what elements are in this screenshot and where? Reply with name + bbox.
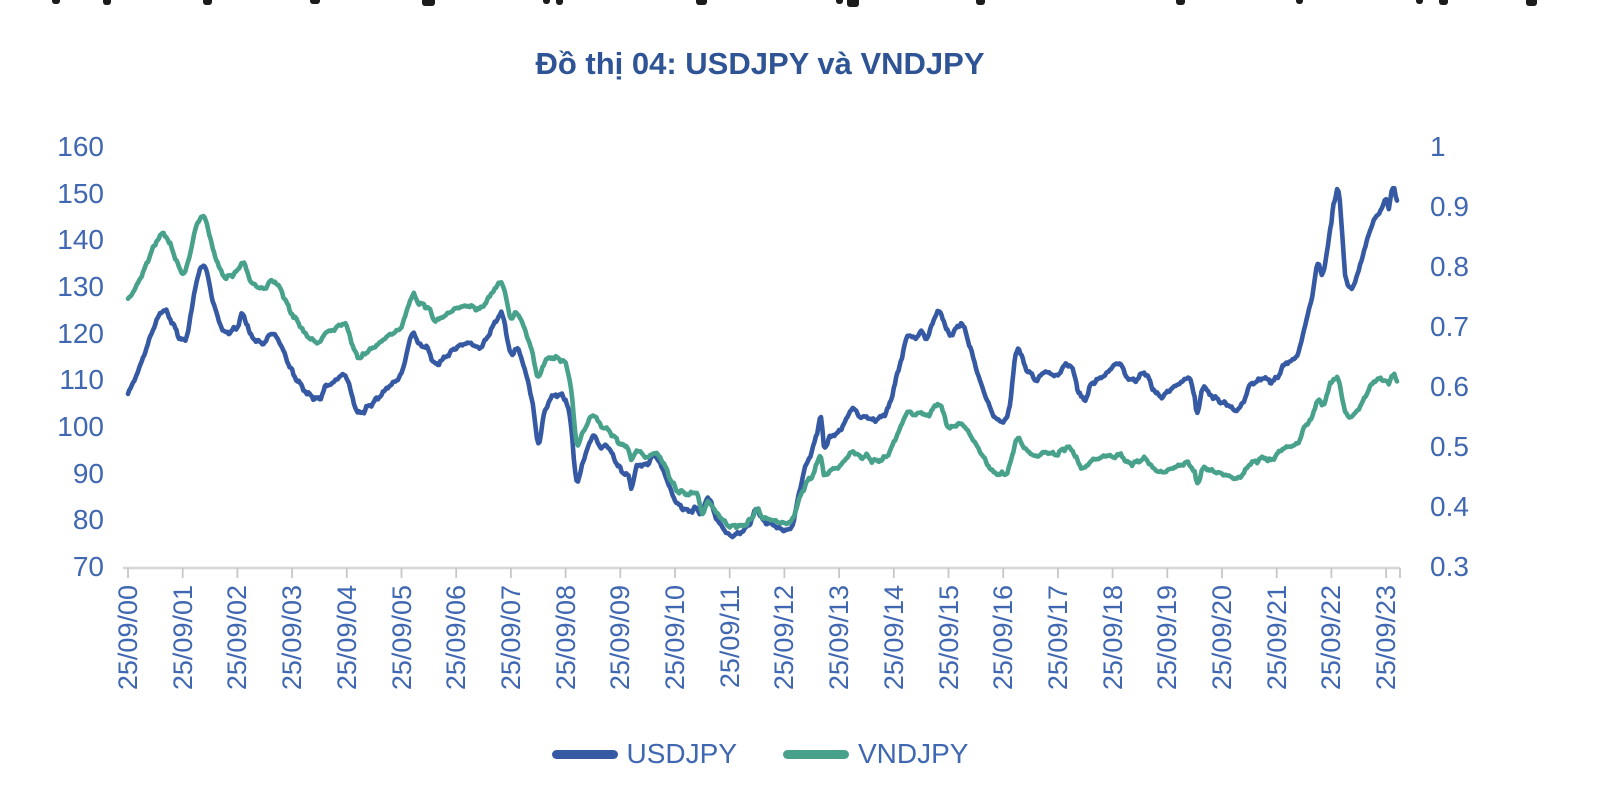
x-axis [123,566,1401,578]
x-axis-label: 25/09/00 [113,585,143,691]
x-axis-label: 25/09/14 [878,585,909,691]
y-axis-right-label: 0.6 [1430,371,1469,402]
x-axis-label: 25/09/20 [1207,585,1237,691]
y-axis-left-label: 90 [72,457,104,489]
x-axis-label: 25/09/07 [495,585,526,691]
y-axis-left-label: 70 [72,551,104,582]
x-axis-label: 25/09/04 [331,585,362,691]
cropped-text-fragment [1296,0,1303,4]
vndjpy-line [125,213,1400,531]
cropped-text-fragment [1439,0,1448,5]
x-axis-label: 25/09/23 [1371,585,1402,691]
x-axis-label: 25/09/13 [824,585,855,691]
usdjpy-line [125,185,1400,540]
cropped-text-fragment [52,0,60,4]
cropped-text-fragment [1176,0,1185,5]
x-axis-label: 25/09/06 [441,585,472,691]
y-axis-right-label: 0.5 [1430,431,1469,462]
cropped-text-fragment [203,0,212,5]
cropped-text-fragment [1526,0,1537,6]
usdjpy-line-swatch-icon [551,749,618,759]
y-axis-right-label: 0.3 [1430,551,1469,582]
x-axis-label: 25/09/11 [714,585,745,689]
cropped-text-fragment [310,0,320,4]
legend-item-vndjpy: VNDJPY [783,737,968,771]
y-axis-left-label: 150 [57,177,104,209]
x-axis-label: 25/09/16 [988,585,1019,691]
y-axis-left-label: 80 [72,504,104,536]
legend-item-usdjpy: USDJPY [551,737,737,771]
y-axis-left-label: 110 [59,364,104,396]
y-axis-left-label: 160 [57,131,104,162]
x-axis-label: 25/09/15 [933,585,964,691]
cropped-text-fragment [976,0,985,5]
x-axis-label: 25/09/18 [1097,585,1128,691]
legend-label-vndjpy: VNDJPY [858,738,969,769]
y-axis-right-label: 1 [1430,131,1446,162]
y-axis-right-label: 0.4 [1430,491,1469,522]
y-axis-right-label: 0.9 [1430,191,1469,222]
cropped-text-fragment [1416,0,1423,4]
cropped-text-fragment [556,0,563,5]
x-axis-label: 25/09/09 [605,585,636,691]
legend-label-usdjpy: USDJPY [626,738,737,769]
vndjpy-line-swatch-icon [783,749,849,759]
y-axis-left-label: 140 [57,224,104,256]
chart-title: Đồ thị 04: USDJPY và VNDJPY [535,46,985,81]
x-axis-label: 25/09/02 [222,585,253,691]
cropped-text-fragment [543,0,550,4]
x-axis-label: 25/09/19 [1152,585,1183,691]
x-axis-label: 25/09/05 [386,585,417,691]
cropped-text-fragment [847,0,859,7]
x-axis-label: 25/09/03 [277,585,308,691]
cropped-text-fragment [422,0,435,6]
y-axis-left-label: 130 [57,271,104,302]
y-axis-right-label: 0.7 [1430,311,1469,342]
y-axis-left-label: 100 [57,411,104,442]
legend: USDJPY VNDJPY [0,737,1520,771]
cropped-text-fragment [696,0,707,5]
x-axis-label: 25/09/17 [1042,585,1073,691]
cropped-text-fragment [836,0,843,4]
x-axis-label: 25/09/08 [550,585,581,691]
y-axis-right-label: 0.8 [1430,251,1469,282]
x-axis-label: 25/09/12 [769,585,800,691]
cropped-text-fragment [103,0,111,5]
y-axis-left-label: 120 [57,317,104,349]
x-axis-label: 25/09/22 [1316,585,1347,691]
x-axis-label: 25/09/01 [167,585,198,691]
x-axis-label: 25/09/10 [660,585,690,691]
x-axis-label: 25/09/21 [1261,585,1292,691]
